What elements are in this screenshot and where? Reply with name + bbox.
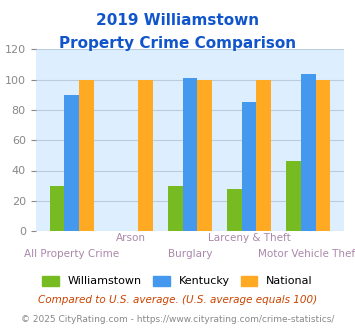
Bar <box>182 78 197 231</box>
Bar <box>138 80 153 231</box>
Legend: Williamstown, Kentucky, National: Williamstown, Kentucky, National <box>38 271 317 291</box>
Text: Motor Vehicle Theft: Motor Vehicle Theft <box>258 249 355 259</box>
Text: Arson: Arson <box>116 233 146 243</box>
Bar <box>197 80 212 231</box>
Text: All Property Crime: All Property Crime <box>24 249 119 259</box>
Bar <box>50 185 64 231</box>
Bar <box>168 185 182 231</box>
Text: © 2025 CityRating.com - https://www.cityrating.com/crime-statistics/: © 2025 CityRating.com - https://www.city… <box>21 315 334 324</box>
Text: 2019 Williamstown: 2019 Williamstown <box>96 13 259 28</box>
Text: Compared to U.S. average. (U.S. average equals 100): Compared to U.S. average. (U.S. average … <box>38 295 317 305</box>
Bar <box>301 74 316 231</box>
Bar <box>242 102 256 231</box>
Bar <box>227 189 242 231</box>
Text: Property Crime Comparison: Property Crime Comparison <box>59 36 296 51</box>
Text: Larceny & Theft: Larceny & Theft <box>208 233 290 243</box>
Bar <box>64 95 79 231</box>
Bar <box>286 161 301 231</box>
Bar <box>316 80 330 231</box>
Bar <box>79 80 94 231</box>
Text: Burglary: Burglary <box>168 249 212 259</box>
Bar <box>256 80 271 231</box>
